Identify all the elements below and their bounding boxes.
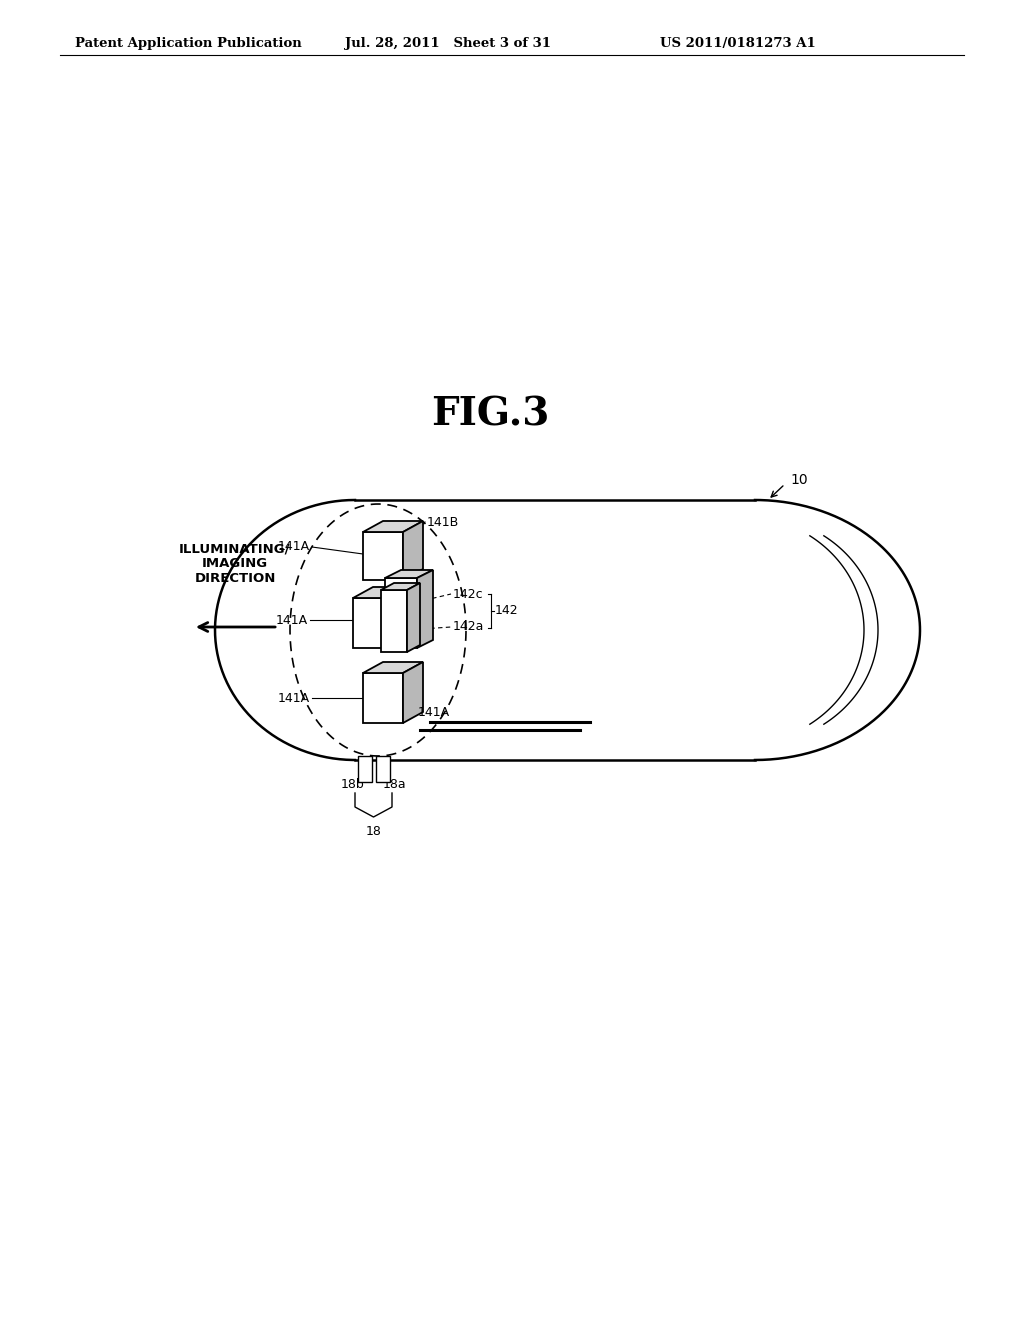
Text: 18: 18 xyxy=(366,825,381,838)
Text: 141A: 141A xyxy=(275,614,308,627)
Polygon shape xyxy=(417,570,433,648)
Polygon shape xyxy=(381,590,407,652)
Polygon shape xyxy=(353,598,393,648)
Text: 141B: 141B xyxy=(427,516,459,528)
Text: Jul. 28, 2011   Sheet 3 of 31: Jul. 28, 2011 Sheet 3 of 31 xyxy=(345,37,551,50)
Text: Patent Application Publication: Patent Application Publication xyxy=(75,37,302,50)
Text: 142: 142 xyxy=(495,605,518,618)
Polygon shape xyxy=(362,673,403,723)
Text: 18a: 18a xyxy=(382,777,406,791)
Polygon shape xyxy=(407,583,420,652)
Bar xyxy=(376,756,390,781)
Polygon shape xyxy=(362,521,423,532)
Text: 142a: 142a xyxy=(453,620,484,634)
Text: 141A: 141A xyxy=(418,705,451,718)
Text: ILLUMINATING/
IMAGING
DIRECTION: ILLUMINATING/ IMAGING DIRECTION xyxy=(179,543,291,585)
Polygon shape xyxy=(353,587,413,598)
Polygon shape xyxy=(362,663,423,673)
Polygon shape xyxy=(403,521,423,579)
Text: 141A: 141A xyxy=(278,692,310,705)
Polygon shape xyxy=(385,578,417,648)
Polygon shape xyxy=(381,583,420,590)
Text: US 2011/0181273 A1: US 2011/0181273 A1 xyxy=(660,37,816,50)
Text: 10: 10 xyxy=(790,473,808,487)
Polygon shape xyxy=(403,663,423,723)
Polygon shape xyxy=(385,570,433,578)
Text: 18b: 18b xyxy=(341,777,365,791)
Text: FIG.3: FIG.3 xyxy=(431,396,549,434)
Polygon shape xyxy=(362,532,403,579)
Text: 142c: 142c xyxy=(453,587,483,601)
Bar xyxy=(358,756,372,781)
Text: 141A: 141A xyxy=(278,540,310,553)
Polygon shape xyxy=(393,587,413,648)
